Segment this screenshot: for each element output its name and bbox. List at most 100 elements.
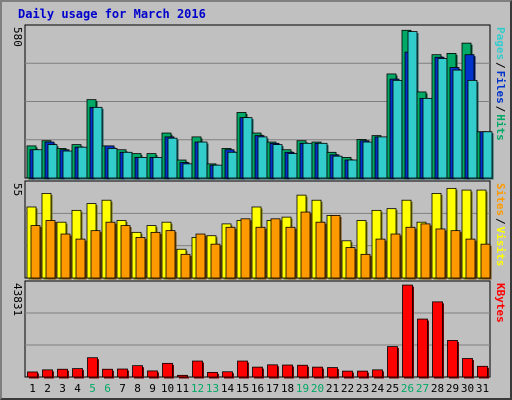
visits-sites-bar-sites <box>420 223 431 279</box>
hits-files-pages-bar-pages <box>392 79 403 179</box>
kbytes-bar-kbytes <box>117 368 128 378</box>
hits-files-pages-bar-pages <box>332 155 343 179</box>
hits-files-pages-ymax-label: 580 <box>11 27 24 47</box>
kbytes-bar-kbytes <box>282 364 293 378</box>
legend-hits: Hits <box>494 114 507 141</box>
visits-sites-bar-sites <box>75 238 86 279</box>
hits-files-pages-bar-pages <box>62 150 73 179</box>
kbytes-bar-kbytes <box>312 366 323 378</box>
visits-sites-bar-sites <box>330 215 341 279</box>
legend-files: Files <box>494 71 507 104</box>
kbytes-bar-kbytes <box>402 284 413 378</box>
hits-files-pages-bar-pages <box>347 159 358 179</box>
kbytes-bar-shadow <box>179 376 189 379</box>
kbytes-bar-kbytes <box>357 370 368 378</box>
kbytes-bar-kbytes <box>342 370 353 378</box>
kbytes-bar-kbytes <box>432 301 443 378</box>
kbytes-bar-kbytes <box>387 346 398 378</box>
kbytes-bar-kbytes <box>207 371 218 378</box>
day-label: 21 <box>326 382 339 395</box>
hits-files-pages-bar-pages <box>152 157 163 179</box>
kbytes-bar-kbytes <box>447 340 458 378</box>
visits-sites-bar-sites <box>450 230 461 279</box>
kbytes-bar-kbytes <box>27 371 38 378</box>
hits-files-pages-bar-pages <box>317 142 328 179</box>
kbytes-bar-kbytes <box>177 374 188 378</box>
day-label: 27 <box>416 382 429 395</box>
day-label: 19 <box>296 382 309 395</box>
visits-sites-bar-sites <box>165 230 176 279</box>
hits-files-pages-bar-pages <box>272 144 283 179</box>
hits-files-pages-bar-pages <box>197 141 208 179</box>
kbytes-bar-kbytes <box>222 371 233 378</box>
kbytes-bar-kbytes <box>297 364 308 378</box>
visits-sites-bar-sites <box>480 243 491 279</box>
hits-files-pages-bar-pages <box>467 79 478 179</box>
hits-files-pages-bar-pages <box>482 131 493 179</box>
kbytes-bar-kbytes <box>147 370 158 378</box>
visits-sites-bar-sites <box>285 226 296 279</box>
visits-sites-bar-sites <box>345 247 356 279</box>
day-label: 1 <box>29 382 36 395</box>
visits-sites-bar-sites <box>105 221 116 279</box>
day-label: 12 <box>191 382 204 395</box>
visits-sites-bar-sites <box>300 211 311 279</box>
kbytes-bar-kbytes <box>252 366 263 378</box>
kbytes-bar-kbytes <box>237 360 248 378</box>
day-label: 22 <box>341 382 354 395</box>
kbytes-bar-kbytes <box>132 365 143 378</box>
visits-sites-bar-sites <box>375 238 386 279</box>
visits-sites-bar-sites <box>150 231 161 279</box>
kbytes-bar-kbytes <box>87 357 98 378</box>
day-label: 31 <box>476 382 489 395</box>
day-label: 10 <box>161 382 174 395</box>
visits-sites-bar-sites <box>315 221 326 279</box>
visits-sites-ymax-label: 55 <box>11 183 24 196</box>
visits-sites-bar-sites <box>390 233 401 279</box>
kbytes-bar-kbytes <box>267 364 278 378</box>
hits-files-pages-bar-pages <box>32 149 43 179</box>
day-label: 7 <box>119 382 126 395</box>
hits-files-pages-bar-pages <box>182 163 193 179</box>
day-label: 13 <box>206 382 219 395</box>
hits-files-pages-bar-pages <box>137 157 148 179</box>
hits-files-pages-bar-pages <box>47 144 58 179</box>
legend-separator: / <box>494 106 507 113</box>
hits-files-pages-bar-pages <box>107 148 118 179</box>
hits-files-pages-bar-pages <box>212 164 223 179</box>
hits-files-pages-bar-pages <box>227 151 238 179</box>
hits-files-pages-bar-pages <box>362 141 373 179</box>
day-label: 30 <box>461 382 474 395</box>
visits-sites-bar-sites <box>360 253 371 279</box>
visits-sites-bar-sites <box>45 220 56 279</box>
day-label: 15 <box>236 382 249 395</box>
visits-sites-bar-sites <box>240 218 251 279</box>
day-label: 2 <box>44 382 51 395</box>
visits-sites-bar-sites <box>180 253 191 279</box>
hits-files-pages-bar-pages <box>437 58 448 179</box>
day-label: 25 <box>386 382 399 395</box>
kbytes-bar-kbytes <box>42 369 53 378</box>
day-label: 4 <box>74 382 81 395</box>
hits-files-pages-bar-pages <box>407 31 418 179</box>
visits-sites-bar-sites <box>195 233 206 279</box>
visits-sites-bar-sites <box>435 228 446 279</box>
visits-sites-bar-sites <box>270 218 281 279</box>
kbytes-bar-kbytes <box>372 369 383 378</box>
day-label: 24 <box>371 382 385 395</box>
day-label: 29 <box>446 382 459 395</box>
hits-files-pages-bar-pages <box>287 153 298 179</box>
kbytes-bar-kbytes <box>72 368 83 378</box>
day-label: 26 <box>401 382 414 395</box>
day-label: 6 <box>104 382 111 395</box>
visits-sites-bar-sites <box>90 230 101 279</box>
legend-separator: / <box>494 62 507 69</box>
legend-kbytes: KBytes <box>494 283 507 323</box>
page-title: Daily usage for March 2016 <box>18 7 206 21</box>
hits-files-pages-bar-pages <box>92 106 103 179</box>
day-label: 28 <box>431 382 444 395</box>
day-label: 9 <box>149 382 156 395</box>
hits-files-pages-bar-pages <box>242 117 253 179</box>
